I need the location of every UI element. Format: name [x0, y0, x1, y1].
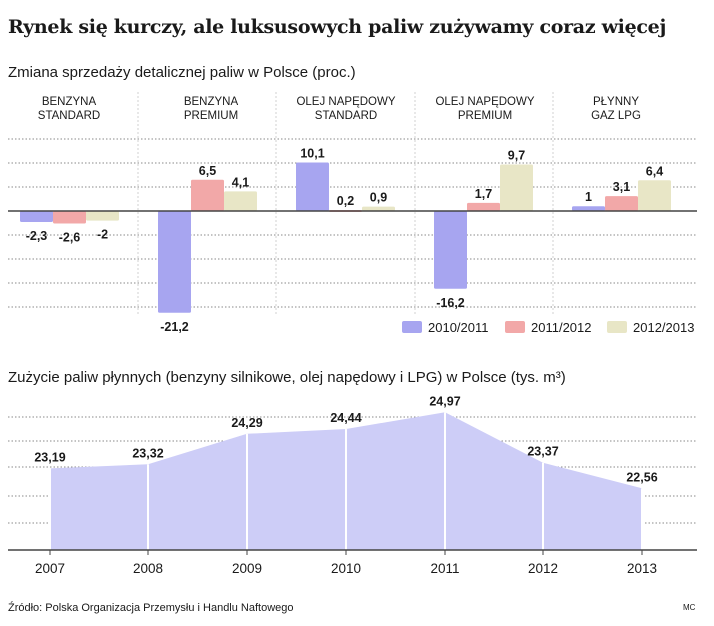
data-label: 24,97	[429, 394, 460, 408]
data-label: -16,2	[436, 296, 465, 310]
category-label: BENZYNA	[184, 96, 239, 108]
legend-label: 2010/2011	[428, 320, 489, 335]
data-label: 6,5	[199, 164, 216, 178]
category-label: OLEJ NAPĘDOWY	[296, 96, 395, 108]
data-label: 4,1	[232, 175, 249, 189]
category-label: BENZYNA	[42, 96, 97, 108]
bar	[434, 211, 467, 289]
category-label: PREMIUM	[184, 110, 238, 122]
bar	[572, 206, 605, 211]
area-chart: 2007 2008 2009 2010 2011 2012 2013 23,19 23,32 24…	[8, 394, 697, 576]
legend-swatch	[505, 321, 525, 333]
category-label: STANDARD	[315, 110, 377, 122]
legend-label: 2012/2013	[633, 320, 694, 335]
bar	[605, 196, 638, 211]
bar	[86, 211, 119, 221]
legend-swatch	[402, 321, 422, 333]
chart-title: Rynek się kurczy, ale luksusowych paliw …	[8, 16, 667, 38]
legend-label: 2011/2012	[531, 320, 592, 335]
x-tick-label: 2007	[35, 561, 65, 576]
x-tick-label: 2009	[232, 561, 262, 576]
area-chart-subtitle: Zużycie paliw płynnych (benzyny silnikow…	[8, 369, 566, 386]
category-label: OLEJ NAPĘDOWY	[435, 96, 534, 108]
data-label: -21,2	[160, 320, 189, 334]
data-label: 23,37	[527, 445, 558, 459]
bar	[53, 211, 86, 224]
data-label: 3,1	[613, 180, 630, 194]
category-label: STANDARD	[38, 110, 100, 122]
bar	[158, 211, 191, 313]
data-label: 0,9	[370, 191, 387, 205]
x-tick-label: 2012	[528, 561, 558, 576]
bar	[467, 202, 500, 211]
bar	[638, 180, 671, 211]
data-label: 1,7	[475, 187, 492, 201]
category-label: GAZ LPG	[591, 110, 641, 122]
data-label: -2,6	[59, 230, 81, 244]
data-label: 23,32	[132, 446, 163, 460]
data-label: 1	[585, 190, 592, 204]
data-label: 9,7	[508, 148, 525, 162]
data-label: 24,44	[330, 411, 361, 425]
x-tick-label: 2008	[133, 561, 163, 576]
category-label: PREMIUM	[458, 110, 512, 122]
legend-swatch	[607, 321, 627, 333]
bar	[500, 164, 533, 211]
data-label: 24,29	[231, 416, 262, 430]
data-label: 6,4	[646, 164, 663, 178]
x-tick-label: 2013	[627, 561, 657, 576]
bar	[296, 162, 329, 211]
data-label: 23,19	[34, 450, 65, 464]
data-label: -2	[97, 228, 108, 242]
data-label: 0,2	[337, 194, 354, 208]
bar-chart-subtitle: Zmiana sprzedaży detalicznej paliw w Pol…	[8, 64, 356, 81]
bar	[20, 211, 53, 223]
bar	[362, 206, 395, 211]
data-label: 22,56	[626, 470, 657, 484]
bar	[224, 191, 257, 211]
x-tick-label: 2010	[331, 561, 361, 576]
bar	[191, 179, 224, 211]
category-label: PŁYNNY	[593, 96, 639, 108]
x-tick-label: 2011	[430, 561, 459, 576]
source-note: Źródło: Polska Organizacja Przemysłu i H…	[8, 602, 294, 614]
bar-chart: BENZYNA STANDARD -2,3 -2,6 -2 BENZYNA PREMIUM -…	[8, 92, 697, 335]
data-label: 10,1	[300, 147, 324, 161]
data-label: -2,3	[26, 229, 48, 243]
author-credit: MC	[683, 603, 696, 612]
